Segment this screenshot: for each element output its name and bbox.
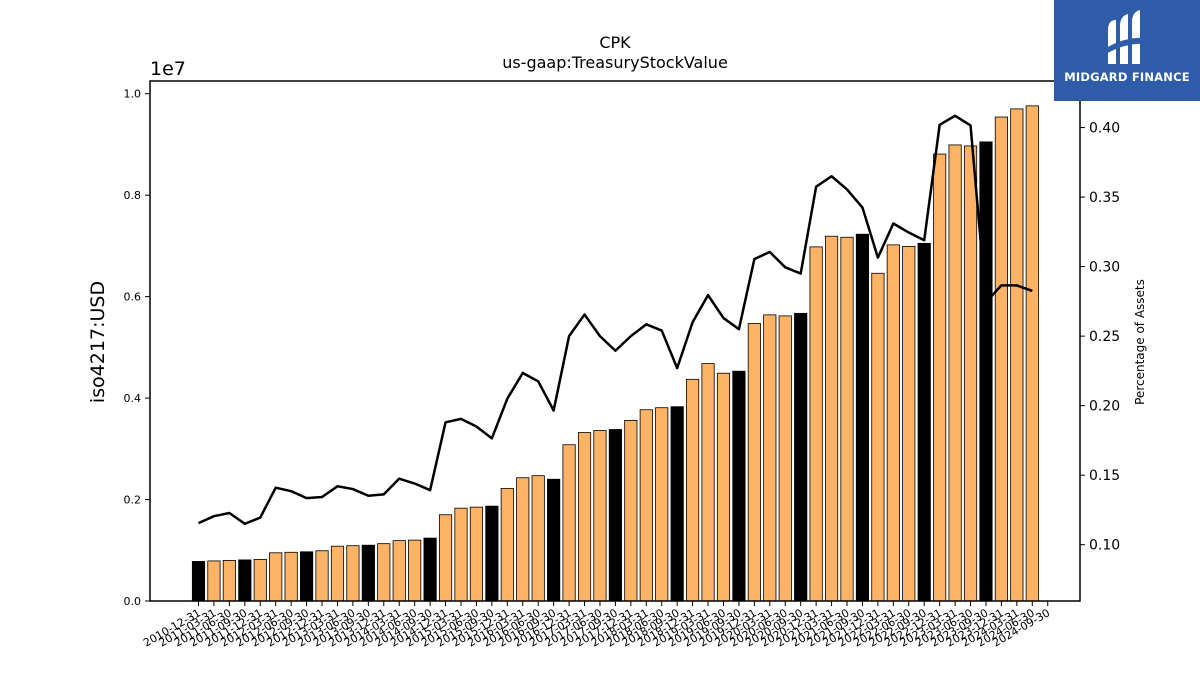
bar [284,551,298,602]
bar [963,145,978,602]
bar [408,539,422,602]
chart-title: CPK [599,33,631,52]
bar [577,432,592,602]
bar [608,429,622,602]
bar [840,236,854,602]
bar [763,314,777,602]
y-axis-label: iso4217:USD [87,281,109,403]
bar [686,378,700,602]
y-tick-label: 0.0 [124,595,142,608]
y2-tick-label: 0.40 [1089,121,1120,137]
bar [516,477,530,602]
bar [917,242,931,602]
bar [531,475,545,602]
bar [902,245,916,602]
logo-mark-icon [1106,10,1148,64]
bar [655,407,669,602]
bar [871,272,885,602]
y-tick-label: 0.4 [124,392,142,405]
bar [593,430,607,602]
bar [747,323,761,602]
bar [994,116,1008,602]
y2-tick-label: 0.10 [1089,538,1120,554]
bar [562,444,576,602]
bar [639,409,653,602]
bar [392,540,406,602]
bar [948,144,962,602]
percentage-line [197,114,1033,526]
bar [824,235,839,602]
bar [454,507,468,602]
logo-name: MIDGARD FINANCE [1064,70,1190,84]
plot-area: 0.0 0.2 0.4 0.6 0.8 1.0 0.10 0.15 0.20 0.25 0.30 0.… [124,88,1121,650]
bar [423,537,437,602]
y-tick-label: 0.2 [124,494,142,507]
bar [778,315,792,602]
bar [886,244,900,602]
bar [1025,105,1039,602]
bar [438,514,453,602]
bar [809,246,823,602]
bar [269,552,283,602]
bar [330,545,345,602]
y-tick-label: 0.6 [124,291,142,304]
plot-frame [149,80,1081,602]
bar [377,543,391,602]
bar [315,550,329,602]
bar [701,363,715,602]
midgard-finance-logo: MIDGARD FINANCE [1054,0,1200,101]
bar [933,153,947,602]
bar [547,478,561,602]
bar [794,312,808,602]
bar [716,372,731,602]
y-tick-label: 1.0 [124,88,142,101]
bar [346,545,360,602]
y2-axis-label: Percentage of Assets [1133,279,1147,405]
y2-tick-label: 0.35 [1089,190,1120,206]
y2-tick-label: 0.15 [1089,468,1120,484]
y2-tick-label: 0.25 [1089,329,1120,345]
bar [207,560,221,602]
y2-tick-label: 0.20 [1089,399,1120,415]
y2-tick-label: 0.30 [1089,260,1120,276]
bar [1010,108,1024,602]
bar [222,560,236,602]
bar [732,370,746,602]
bar [361,544,375,602]
bar [500,487,514,602]
bar [855,233,870,602]
bar [670,406,684,602]
chart-subtitle: us-gaap:TreasuryStockValue [502,53,728,72]
y-offset-label: 1e7 [150,58,186,80]
bar [624,419,638,602]
bar [238,559,252,602]
bar [300,551,314,602]
bar [253,559,267,602]
bar [469,506,484,602]
y-tick-label: 0.8 [124,189,142,202]
bar [191,561,206,602]
bar [979,141,993,602]
bar [485,505,499,602]
